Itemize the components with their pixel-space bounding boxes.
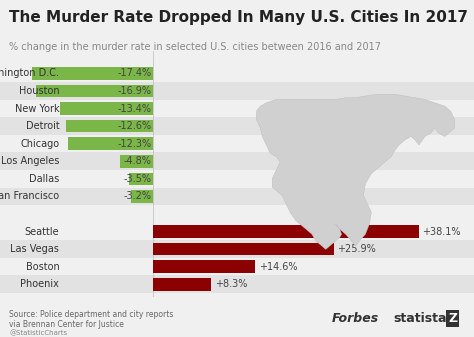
Text: Forbes: Forbes [332,312,379,325]
Bar [0,275,474,293]
Bar [0,82,474,100]
Text: +14.6%: +14.6% [259,262,297,272]
Polygon shape [256,94,455,249]
Text: statista: statista [393,312,447,325]
Text: -12.3%: -12.3% [117,139,151,149]
Bar [154,243,334,255]
Bar [32,67,154,80]
Text: -4.8%: -4.8% [123,156,151,166]
Text: Las Vegas: Las Vegas [10,244,59,254]
Bar [0,135,474,152]
Bar [0,65,474,82]
Text: Seattle: Seattle [25,226,59,237]
Bar [65,120,154,132]
Bar [68,137,154,150]
Text: -12.6%: -12.6% [117,121,151,131]
Text: @StatisticCharts: @StatisticCharts [9,330,68,337]
Bar [154,278,211,290]
Bar [0,152,474,170]
Text: -17.4%: -17.4% [117,68,151,79]
Text: -16.9%: -16.9% [117,86,151,96]
Text: +8.3%: +8.3% [215,279,247,289]
Text: Source: Police department and city reports
via Brennan Center for Justice: Source: Police department and city repor… [9,310,174,330]
Text: San Francisco: San Francisco [0,191,59,202]
Bar [0,170,474,188]
Bar [120,155,154,167]
Bar [154,225,419,238]
Bar [0,188,474,205]
Text: Washington D.C.: Washington D.C. [0,68,59,79]
Text: % change in the murder rate in selected U.S. cities between 2016 and 2017: % change in the murder rate in selected … [9,42,382,52]
Bar [0,258,474,275]
Bar [0,240,474,258]
Text: The Murder Rate Dropped In Many U.S. Cities In 2017: The Murder Rate Dropped In Many U.S. Cit… [9,10,468,25]
Text: Phoenix: Phoenix [20,279,59,289]
Text: Chicago: Chicago [20,139,59,149]
Text: Boston: Boston [26,262,59,272]
Bar [0,117,474,135]
Bar [154,261,255,273]
Text: Los Angeles: Los Angeles [1,156,59,166]
Bar [0,223,474,240]
Bar [129,173,154,185]
Text: Z: Z [448,312,457,325]
Text: +25.9%: +25.9% [337,244,376,254]
Bar [60,102,154,115]
Bar [0,100,474,117]
Text: -3.2%: -3.2% [123,191,151,202]
Bar [131,190,154,203]
Text: +38.1%: +38.1% [422,226,461,237]
Text: -3.5%: -3.5% [123,174,151,184]
Text: Houston: Houston [18,86,59,96]
Text: New York: New York [15,103,59,114]
Text: Dallas: Dallas [29,174,59,184]
Text: -13.4%: -13.4% [117,103,151,114]
Bar [36,85,154,97]
Text: Detroit: Detroit [26,121,59,131]
